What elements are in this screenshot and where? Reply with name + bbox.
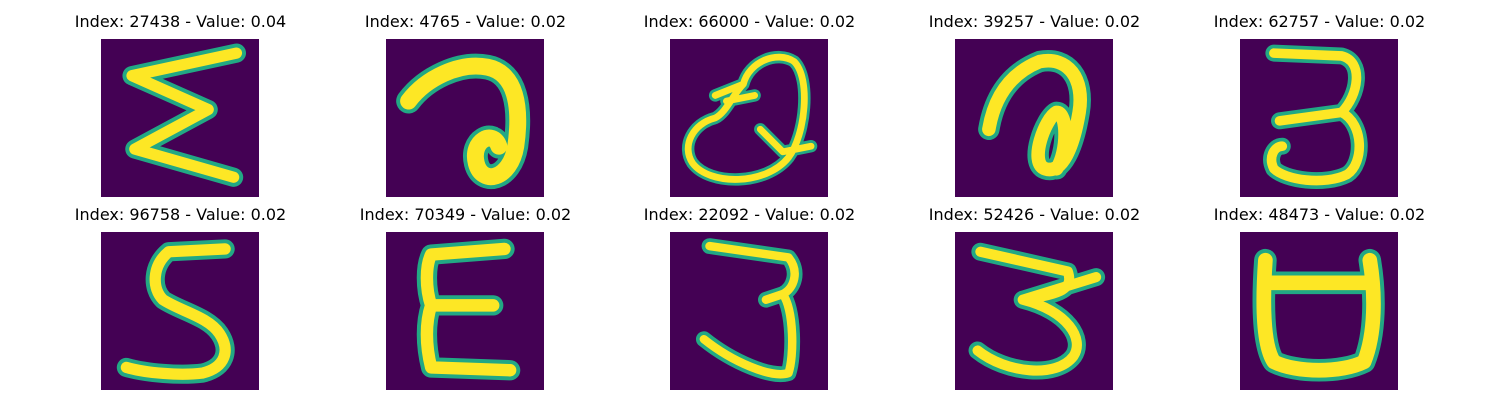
digit-panel-8: Index: 22092 - Value: 0.02 (607, 205, 892, 390)
panel-title: Index: 22092 - Value: 0.02 (643, 205, 856, 224)
digit-image (670, 232, 828, 390)
panel-title: Index: 4765 - Value: 0.02 (364, 12, 567, 31)
panel-title: Index: 66000 - Value: 0.02 (643, 12, 856, 31)
digit-panel-4: Index: 39257 - Value: 0.02 (892, 12, 1177, 197)
digit-panel-7: Index: 70349 - Value: 0.02 (323, 205, 608, 390)
digit-glyph-three-tall (695, 238, 803, 383)
digit-glyph-loop-hook-narrow (978, 50, 1091, 181)
digit-image (955, 39, 1113, 197)
digit-image (386, 232, 544, 390)
digit-panel-1: Index: 27438 - Value: 0.04 (38, 12, 323, 197)
panel-title: Index: 70349 - Value: 0.02 (359, 205, 572, 224)
digit-image (955, 232, 1113, 390)
digit-image (386, 39, 544, 197)
digit-image (1240, 232, 1398, 390)
panel-title: Index: 48473 - Value: 0.02 (1213, 205, 1426, 224)
digit-glyph-five (116, 239, 235, 384)
digit-glyph-epsilon (416, 238, 521, 381)
panel-title: Index: 52426 - Value: 0.02 (928, 205, 1141, 224)
digit-panel-3: Index: 66000 - Value: 0.02 (607, 12, 892, 197)
digit-panel-10: Index: 48473 - Value: 0.02 (1177, 205, 1462, 390)
digit-image (670, 39, 828, 197)
panel-title: Index: 27438 - Value: 0.04 (74, 12, 287, 31)
digit-image (101, 39, 259, 197)
panel-title: Index: 39257 - Value: 0.02 (928, 12, 1141, 31)
panel-title: Index: 96758 - Value: 0.02 (74, 205, 287, 224)
digit-panel-5: Index: 62757 - Value: 0.02 (1177, 12, 1462, 197)
digit-panel-9: Index: 52426 - Value: 0.02 (892, 205, 1177, 390)
digit-panel-6: Index: 96758 - Value: 0.02 (38, 205, 323, 390)
digit-glyph-sigma-like (122, 43, 247, 187)
digit-glyph-three-wide (968, 242, 1106, 380)
digit-image (1240, 39, 1398, 197)
digit-image (101, 232, 259, 390)
digit-panel-2: Index: 4765 - Value: 0.02 (323, 12, 608, 197)
digit-glyph-loop-hook (396, 53, 531, 189)
digit-glyph-cup (1252, 248, 1385, 382)
digit-glyph-three (1263, 44, 1368, 190)
digit-glyph-looped-q (682, 51, 818, 186)
panel-title: Index: 62757 - Value: 0.02 (1213, 12, 1426, 31)
